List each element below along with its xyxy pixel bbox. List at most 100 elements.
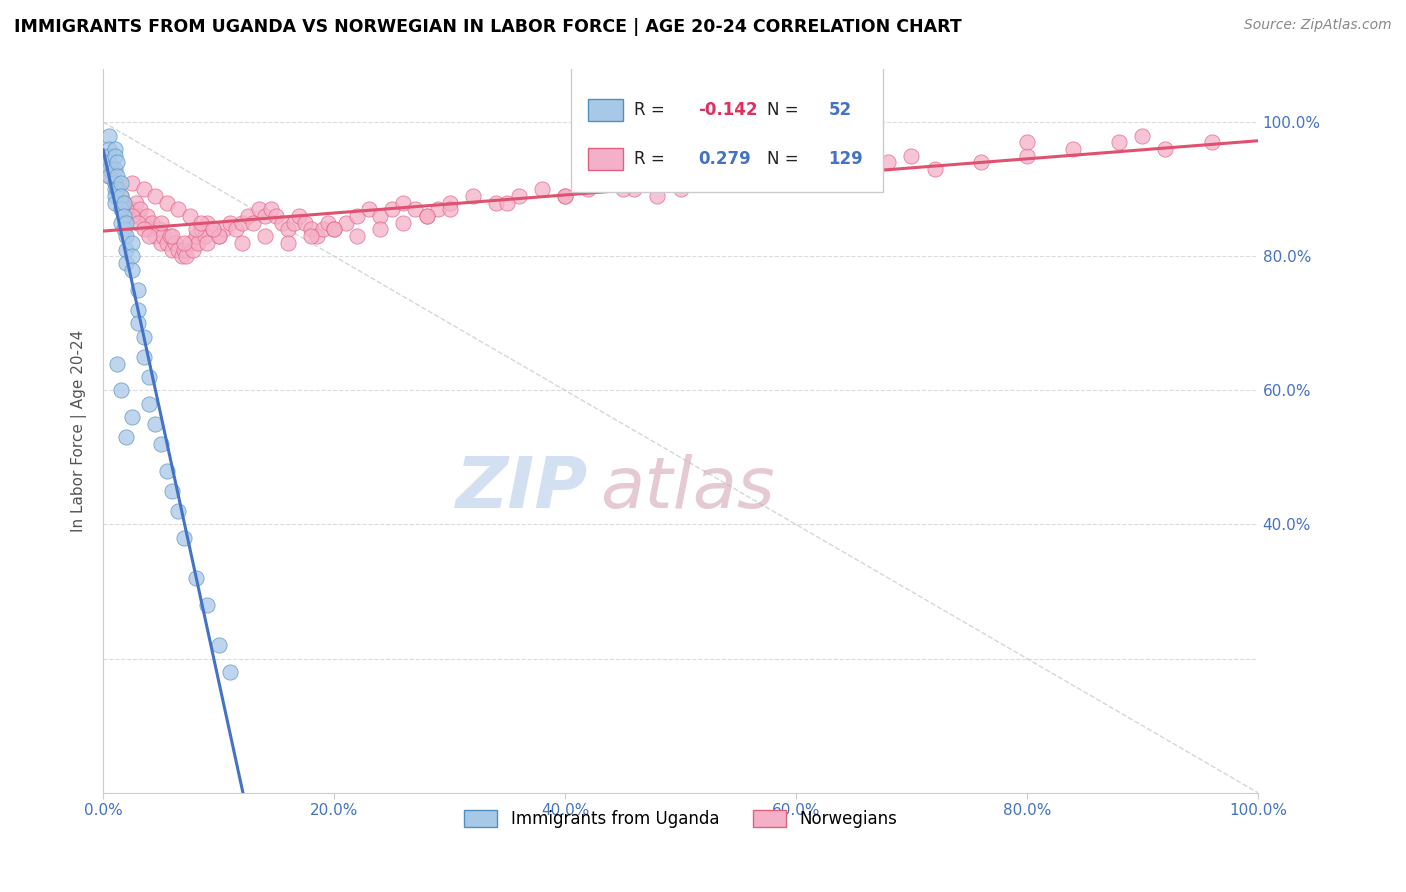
Point [323, 222, 346, 236]
Point [669, 176, 692, 190]
Point [110, 195, 132, 210]
Point [381, 202, 404, 217]
Point [156, 235, 179, 250]
Point [201, 222, 224, 236]
Point [924, 162, 946, 177]
Point [143, 229, 166, 244]
Point [208, 229, 231, 244]
Text: ZIP: ZIP [456, 454, 588, 523]
Point [105, 155, 128, 169]
Point [427, 202, 450, 217]
Point [127, 302, 149, 317]
Point [115, 202, 138, 217]
Point [127, 216, 149, 230]
Point [149, 437, 172, 451]
Point [576, 182, 599, 196]
Point [461, 189, 484, 203]
Point [117, 209, 139, 223]
Point [669, 182, 692, 196]
Point [132, 222, 155, 236]
Point [181, 243, 204, 257]
Point [1108, 136, 1130, 150]
Point [179, 235, 201, 250]
Point [170, 249, 193, 263]
Point [132, 182, 155, 196]
Point [167, 504, 190, 518]
Point [148, 222, 170, 236]
Point [692, 176, 714, 190]
Point [110, 384, 132, 398]
Point [115, 430, 138, 444]
Point [231, 216, 253, 230]
Point [288, 209, 311, 223]
Point [277, 222, 299, 236]
Point [277, 235, 299, 250]
Point [346, 229, 368, 244]
Point [647, 189, 669, 203]
Point [1015, 136, 1038, 150]
Point [485, 195, 508, 210]
Point [124, 195, 146, 210]
Point [253, 229, 276, 244]
Point [173, 235, 195, 250]
Point [129, 202, 152, 217]
Point [104, 149, 127, 163]
Point [132, 216, 155, 230]
Point [98, 155, 121, 169]
Point [335, 216, 357, 230]
Point [190, 222, 212, 236]
Point [104, 176, 127, 190]
Point [121, 410, 143, 425]
Text: atlas: atlas [600, 454, 775, 523]
Legend: Immigrants from Uganda, Norwegians: Immigrants from Uganda, Norwegians [457, 804, 904, 835]
Point [1015, 149, 1038, 163]
Point [900, 149, 922, 163]
Point [98, 142, 121, 156]
Text: -0.142: -0.142 [697, 101, 758, 120]
Point [346, 209, 368, 223]
Point [1154, 142, 1177, 156]
Point [115, 202, 138, 217]
Point [98, 169, 121, 183]
Text: N =: N = [768, 150, 804, 168]
Point [149, 216, 172, 230]
Point [195, 235, 218, 250]
Point [173, 531, 195, 545]
Point [415, 209, 437, 223]
Text: Source: ZipAtlas.com: Source: ZipAtlas.com [1244, 18, 1392, 32]
Point [271, 216, 294, 230]
Point [236, 209, 259, 223]
Point [214, 222, 236, 236]
Point [970, 155, 993, 169]
Point [121, 209, 143, 223]
Point [554, 189, 576, 203]
Point [152, 229, 174, 244]
Point [115, 229, 138, 244]
Point [318, 216, 340, 230]
Point [132, 329, 155, 343]
Point [294, 216, 316, 230]
Point [141, 216, 163, 230]
Point [305, 229, 328, 244]
Point [439, 202, 461, 217]
Point [115, 256, 138, 270]
Text: R =: R = [634, 150, 671, 168]
Point [138, 229, 160, 244]
Point [104, 162, 127, 177]
Text: 52: 52 [828, 101, 852, 120]
Point [138, 370, 160, 384]
Point [283, 216, 305, 230]
Point [404, 202, 426, 217]
Point [368, 222, 391, 236]
FancyBboxPatch shape [588, 148, 623, 169]
Point [110, 176, 132, 190]
Point [368, 209, 391, 223]
Point [231, 235, 253, 250]
Point [156, 195, 179, 210]
Point [877, 155, 900, 169]
Point [201, 222, 224, 236]
Point [1062, 142, 1084, 156]
Point [225, 222, 247, 236]
Text: 0.279: 0.279 [697, 150, 751, 168]
Point [121, 249, 143, 263]
